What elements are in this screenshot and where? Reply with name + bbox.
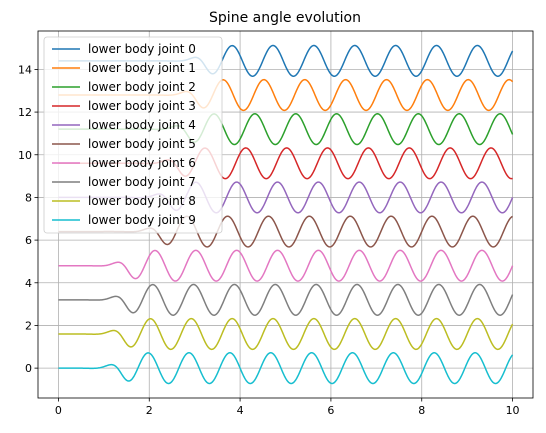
legend-entry: lower body joint 2 (88, 80, 196, 94)
series-line-6 (58, 249, 514, 282)
x-tick-label: 4 (237, 404, 244, 417)
y-tick-label: 2 (25, 319, 32, 332)
series-line-7 (58, 283, 514, 316)
y-tick-label: 4 (25, 277, 32, 290)
legend-entry: lower body joint 1 (88, 61, 196, 75)
legend-entry: lower body joint 7 (88, 175, 196, 189)
series-line-8 (58, 317, 514, 351)
y-tick-label: 12 (18, 106, 32, 119)
legend-entry: lower body joint 0 (88, 42, 196, 56)
legend-entry: lower body joint 4 (88, 118, 196, 132)
x-tick-label: 6 (327, 404, 334, 417)
legend-entry: lower body joint 6 (88, 156, 196, 170)
x-tick-label: 10 (506, 404, 520, 417)
axes: 0 2 4 6 8 10 0 2 4 6 8 10 12 14 (18, 30, 534, 417)
legend-entry: lower body joint 8 (88, 194, 196, 208)
chart-title: Spine angle evolution (209, 10, 361, 26)
y-tick-label: 6 (25, 234, 32, 247)
legend-entry: lower body joint 9 (88, 213, 196, 227)
x-tick-label: 8 (418, 404, 425, 417)
y-tick-label: 10 (18, 149, 32, 162)
legend-entry: lower body joint 5 (88, 137, 196, 151)
y-tick-label: 14 (18, 63, 32, 76)
legend: lower body joint 0 lower body joint 1 lowe… (43, 36, 223, 234)
x-tick-label: 0 (55, 404, 62, 417)
y-tick-label: 8 (25, 191, 32, 204)
y-tick-label: 0 (25, 362, 32, 375)
legend-entry: lower body joint 3 (88, 99, 196, 113)
series-line-9 (58, 352, 514, 385)
x-tick-label: 2 (146, 404, 153, 417)
legend-box (43, 36, 223, 234)
plot-frame (37, 30, 534, 399)
